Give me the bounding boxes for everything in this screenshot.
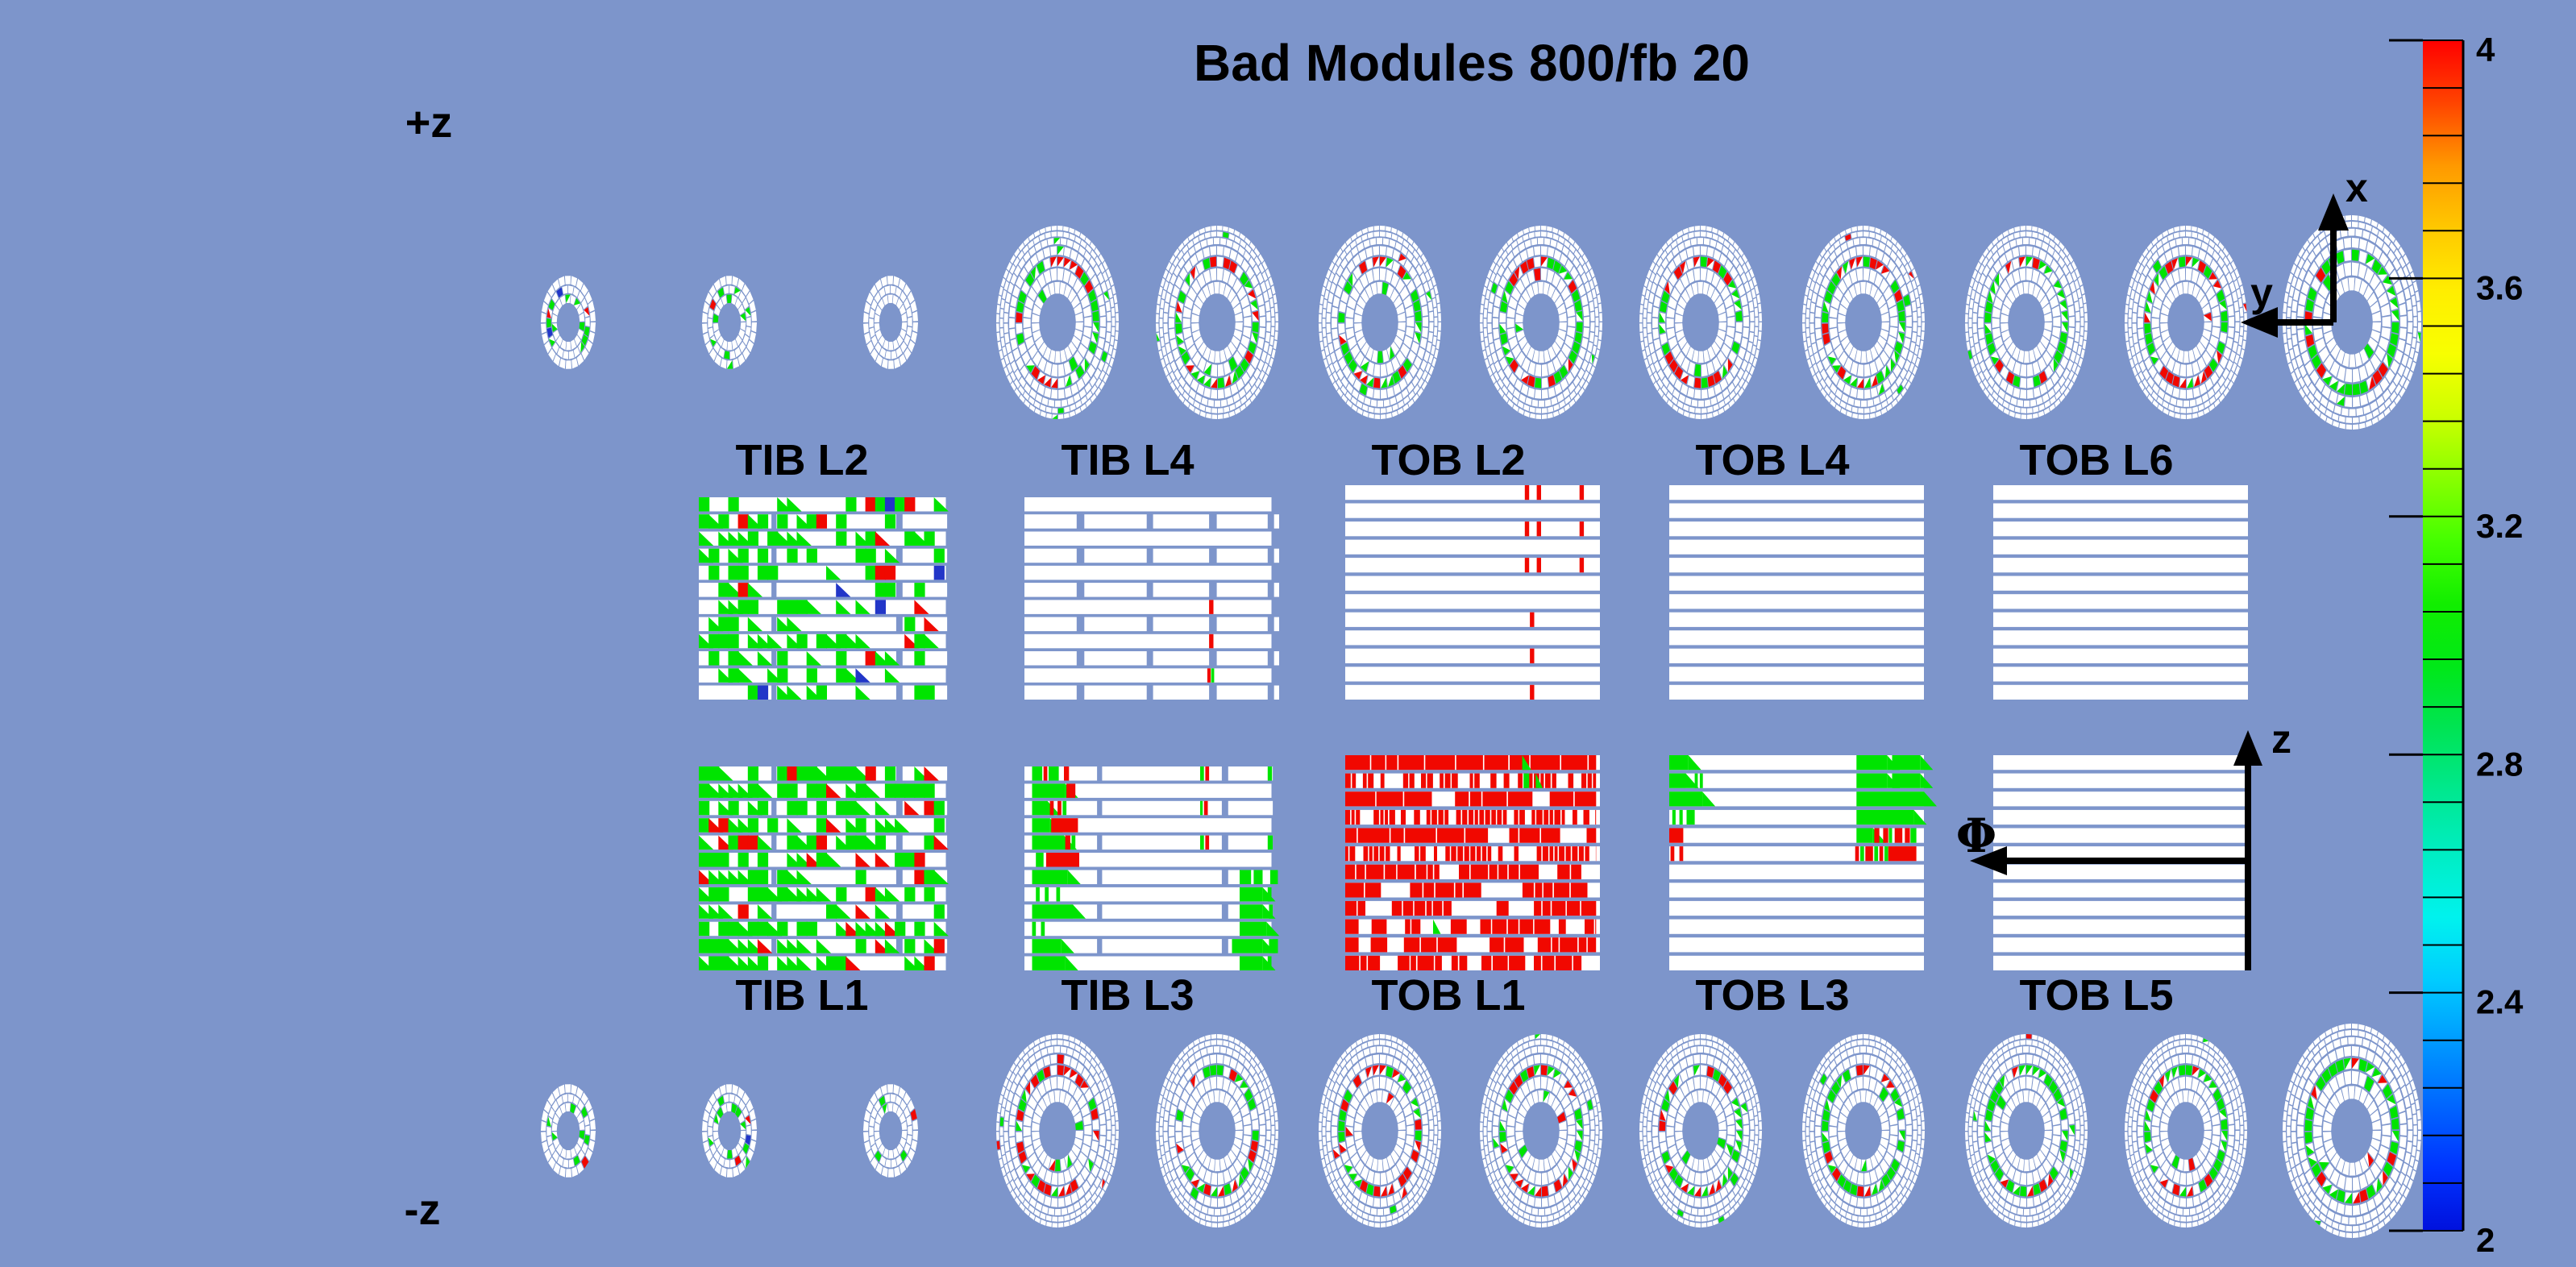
panel-tob-l2 xyxy=(1345,485,1600,700)
z-axis-arrowhead-icon xyxy=(2233,730,2262,766)
y-axis-arrowhead-icon xyxy=(2241,307,2278,338)
endcap-disk xyxy=(1156,226,1278,419)
layer-label-tob-l4: TOB L4 xyxy=(1695,436,1849,484)
colorbar: 4 3.6 3.2 2.8 2.4 2 xyxy=(2389,31,2524,1259)
layer-label-tob-l2: TOB L2 xyxy=(1371,436,1525,484)
layer-label-tob-l3: TOB L3 xyxy=(1695,971,1849,1020)
endcap-disk xyxy=(996,226,1119,419)
layer-label-tib-l2: TIB L2 xyxy=(735,436,868,484)
endcap-disks-plus-z xyxy=(541,215,2421,430)
endcap-disk xyxy=(2283,215,2421,430)
y-axis-label: y xyxy=(2250,270,2273,315)
colorbar-gradient xyxy=(2423,40,2463,1231)
endcap-disk xyxy=(702,1084,757,1178)
endcap-disk xyxy=(702,276,757,369)
panel-tib-l2 xyxy=(699,497,949,700)
layer-label-tob-l6: TOB L6 xyxy=(2019,436,2173,484)
panel-tob-l6 xyxy=(1993,485,2248,700)
endcap-disk xyxy=(1965,226,2088,419)
endcap-disk xyxy=(1480,226,1602,419)
z-axis-label: z xyxy=(2271,717,2291,762)
endcap-disk xyxy=(863,1084,918,1178)
endcap-disk xyxy=(863,276,918,369)
layer-label-tib-l3: TIB L3 xyxy=(1061,971,1194,1020)
layer-label-tib-l4: TIB L4 xyxy=(1061,436,1194,484)
barrel-panel-labels: TIB L2 TIB L4 TOB L2 TOB L4 TOB L6 TIB L1 TIB … xyxy=(735,436,2173,1020)
x-axis-arrowhead-icon xyxy=(2318,193,2349,231)
endcap-disk xyxy=(1802,1034,1925,1228)
endcap-disk xyxy=(541,1084,596,1178)
panel-tob-l1 xyxy=(1345,755,1600,970)
endcap-disk xyxy=(2283,1024,2421,1238)
colorbar-tick-label: 4 xyxy=(2476,31,2495,69)
endcap-disk xyxy=(1156,1034,1278,1228)
x-axis-label: x xyxy=(2345,165,2368,210)
endcap-disk xyxy=(1802,226,1925,419)
colorbar-tick-label: 3.2 xyxy=(2476,507,2523,545)
endcap-disk xyxy=(2125,226,2247,419)
panel-tob-l3 xyxy=(1669,755,1937,970)
endcap-disk xyxy=(1965,1034,2088,1228)
endcap-disk xyxy=(1319,1034,1441,1228)
phi-axis-arrowhead-icon xyxy=(1970,846,2007,875)
colorbar-tick-label: 2.8 xyxy=(2476,745,2523,783)
phi-axis-label: Φ xyxy=(1956,808,1997,863)
barrel-panels xyxy=(699,485,2248,970)
zphi-axis-annotation: z Φ xyxy=(1956,717,2291,970)
endcap-disk xyxy=(1319,226,1441,419)
panel-tib-l4 xyxy=(1024,497,1279,700)
endcap-disk xyxy=(1480,1034,1602,1228)
layer-label-tib-l1: TIB L1 xyxy=(735,971,868,1020)
endcap-disks-minus-z xyxy=(541,1024,2421,1238)
panel-tob-l4 xyxy=(1669,485,1924,700)
endcap-disk xyxy=(1639,226,1762,419)
layer-label-tob-l1: TOB L1 xyxy=(1371,971,1525,1020)
colorbar-tick-label: 2 xyxy=(2476,1221,2495,1259)
panel-tib-l3 xyxy=(1024,766,1280,970)
plus-z-label: +z xyxy=(405,98,453,147)
layer-label-tob-l5: TOB L5 xyxy=(2019,971,2173,1020)
panel-tib-l1 xyxy=(699,766,949,970)
endcap-disk xyxy=(996,1034,1119,1228)
endcap-disk xyxy=(1639,1034,1762,1228)
page-title: Bad Modules 800/fb 20 xyxy=(1194,34,1750,92)
colorbar-tick-label: 3.6 xyxy=(2476,268,2523,306)
colorbar-tick-label: 2.4 xyxy=(2476,983,2524,1021)
endcap-disk xyxy=(541,276,596,369)
minus-z-label: -z xyxy=(405,1186,441,1234)
panel-tob-l5 xyxy=(1993,755,2248,970)
endcap-disk xyxy=(2125,1034,2247,1228)
xy-axis-annotation: x y xyxy=(2241,165,2368,338)
